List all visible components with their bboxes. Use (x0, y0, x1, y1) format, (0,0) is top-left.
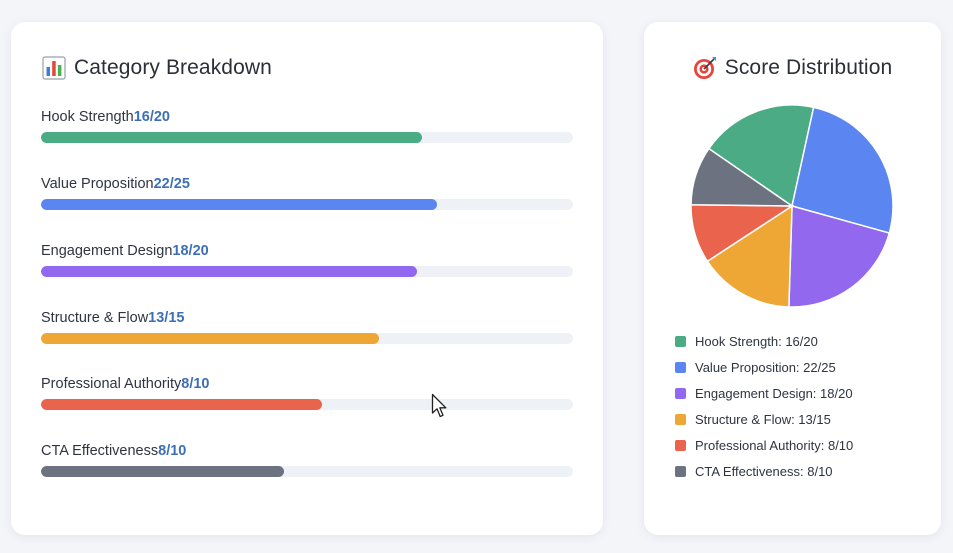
category-score: 8/10 (158, 443, 187, 459)
score-distribution-card: Score Distribution Hook Strength: 16/20 V… (644, 22, 941, 535)
progress-fill (41, 266, 418, 277)
target-icon (693, 57, 716, 79)
progress-fill (41, 466, 285, 477)
pie-slice-cta-effectiveness (690, 147, 795, 207)
legend-label: Structure & Flow: 13/15 (695, 411, 831, 427)
mouse-cursor-icon (431, 393, 447, 418)
legend-item: Value Proposition: 22/25 (675, 354, 853, 380)
pie-slice-hook-strength (707, 104, 815, 208)
legend-label: Value Proposition: 22/25 (695, 359, 836, 375)
category-score: 22/25 (153, 176, 190, 192)
category-label: Hook Strength16/20 (41, 107, 573, 127)
legend-item: Engagement Design: 18/20 (675, 380, 853, 406)
category-breakdown-title-text: Category Breakdown (74, 56, 272, 79)
category-row: Structure & Flow13/15 (41, 308, 573, 344)
legend-item: CTA Effectiveness: 8/10 (675, 458, 853, 484)
progress-track (41, 399, 573, 410)
legend-swatch (675, 361, 686, 373)
category-name: CTA Effectiveness (41, 443, 159, 459)
legend-item: Structure & Flow: 13/15 (675, 406, 853, 432)
category-name: Engagement Design (41, 243, 173, 259)
progress-track (41, 466, 573, 477)
progress-track (41, 266, 573, 277)
category-label: CTA Effectiveness8/10 (41, 441, 573, 461)
category-label: Value Proposition22/25 (41, 174, 573, 194)
category-score: 16/20 (133, 109, 170, 125)
pie-slice-value-proposition (791, 106, 894, 234)
legend-label: CTA Effectiveness: 8/10 (695, 463, 833, 479)
category-name: Value Proposition (41, 176, 154, 192)
progress-track (41, 199, 573, 210)
pie-slice-engagement-design (788, 205, 891, 308)
progress-fill (41, 199, 437, 210)
legend-swatch (675, 335, 686, 347)
progress-fill (41, 132, 423, 143)
score-distribution-title-text: Score Distribution (724, 56, 893, 79)
pie-legend: Hook Strength: 16/20 Value Proposition: 2… (675, 328, 853, 484)
score-pie-chart (690, 104, 894, 308)
category-row: Value Proposition22/25 (41, 174, 573, 210)
category-score: 18/20 (172, 243, 209, 259)
category-label: Professional Authority8/10 (41, 374, 573, 394)
progress-track (41, 333, 573, 344)
category-breakdown-card: Category Breakdown Hook Strength16/20 Val… (11, 22, 603, 535)
category-score: 8/10 (181, 376, 210, 392)
legend-swatch (675, 413, 686, 425)
legend-label: Engagement Design: 18/20 (695, 385, 853, 401)
category-row: Engagement Design18/20 (41, 241, 573, 277)
progress-track (41, 132, 573, 143)
category-row: CTA Effectiveness8/10 (41, 441, 573, 477)
legend-label: Hook Strength: 16/20 (695, 333, 818, 349)
category-row: Professional Authority8/10 (41, 374, 573, 410)
legend-item: Hook Strength: 16/20 (675, 328, 853, 354)
legend-label: Professional Authority: 8/10 (695, 437, 854, 453)
bar-chart-icon (42, 56, 66, 80)
category-label: Engagement Design18/20 (41, 241, 573, 261)
score-distribution-title: Score Distribution (644, 56, 941, 80)
legend-swatch (675, 465, 686, 477)
category-breakdown-title: Category Breakdown (42, 56, 272, 80)
progress-fill (41, 399, 322, 410)
category-name: Structure & Flow (41, 310, 149, 326)
category-row: Hook Strength16/20 (41, 107, 573, 143)
category-name: Hook Strength (41, 109, 134, 125)
category-name: Professional Authority (41, 376, 182, 392)
pie-slice-structure-flow (706, 204, 793, 308)
legend-item: Professional Authority: 8/10 (675, 432, 853, 458)
legend-swatch (675, 387, 686, 399)
category-score: 13/15 (148, 310, 185, 326)
category-label: Structure & Flow13/15 (41, 308, 573, 328)
legend-swatch (675, 439, 686, 451)
progress-fill (41, 333, 379, 344)
